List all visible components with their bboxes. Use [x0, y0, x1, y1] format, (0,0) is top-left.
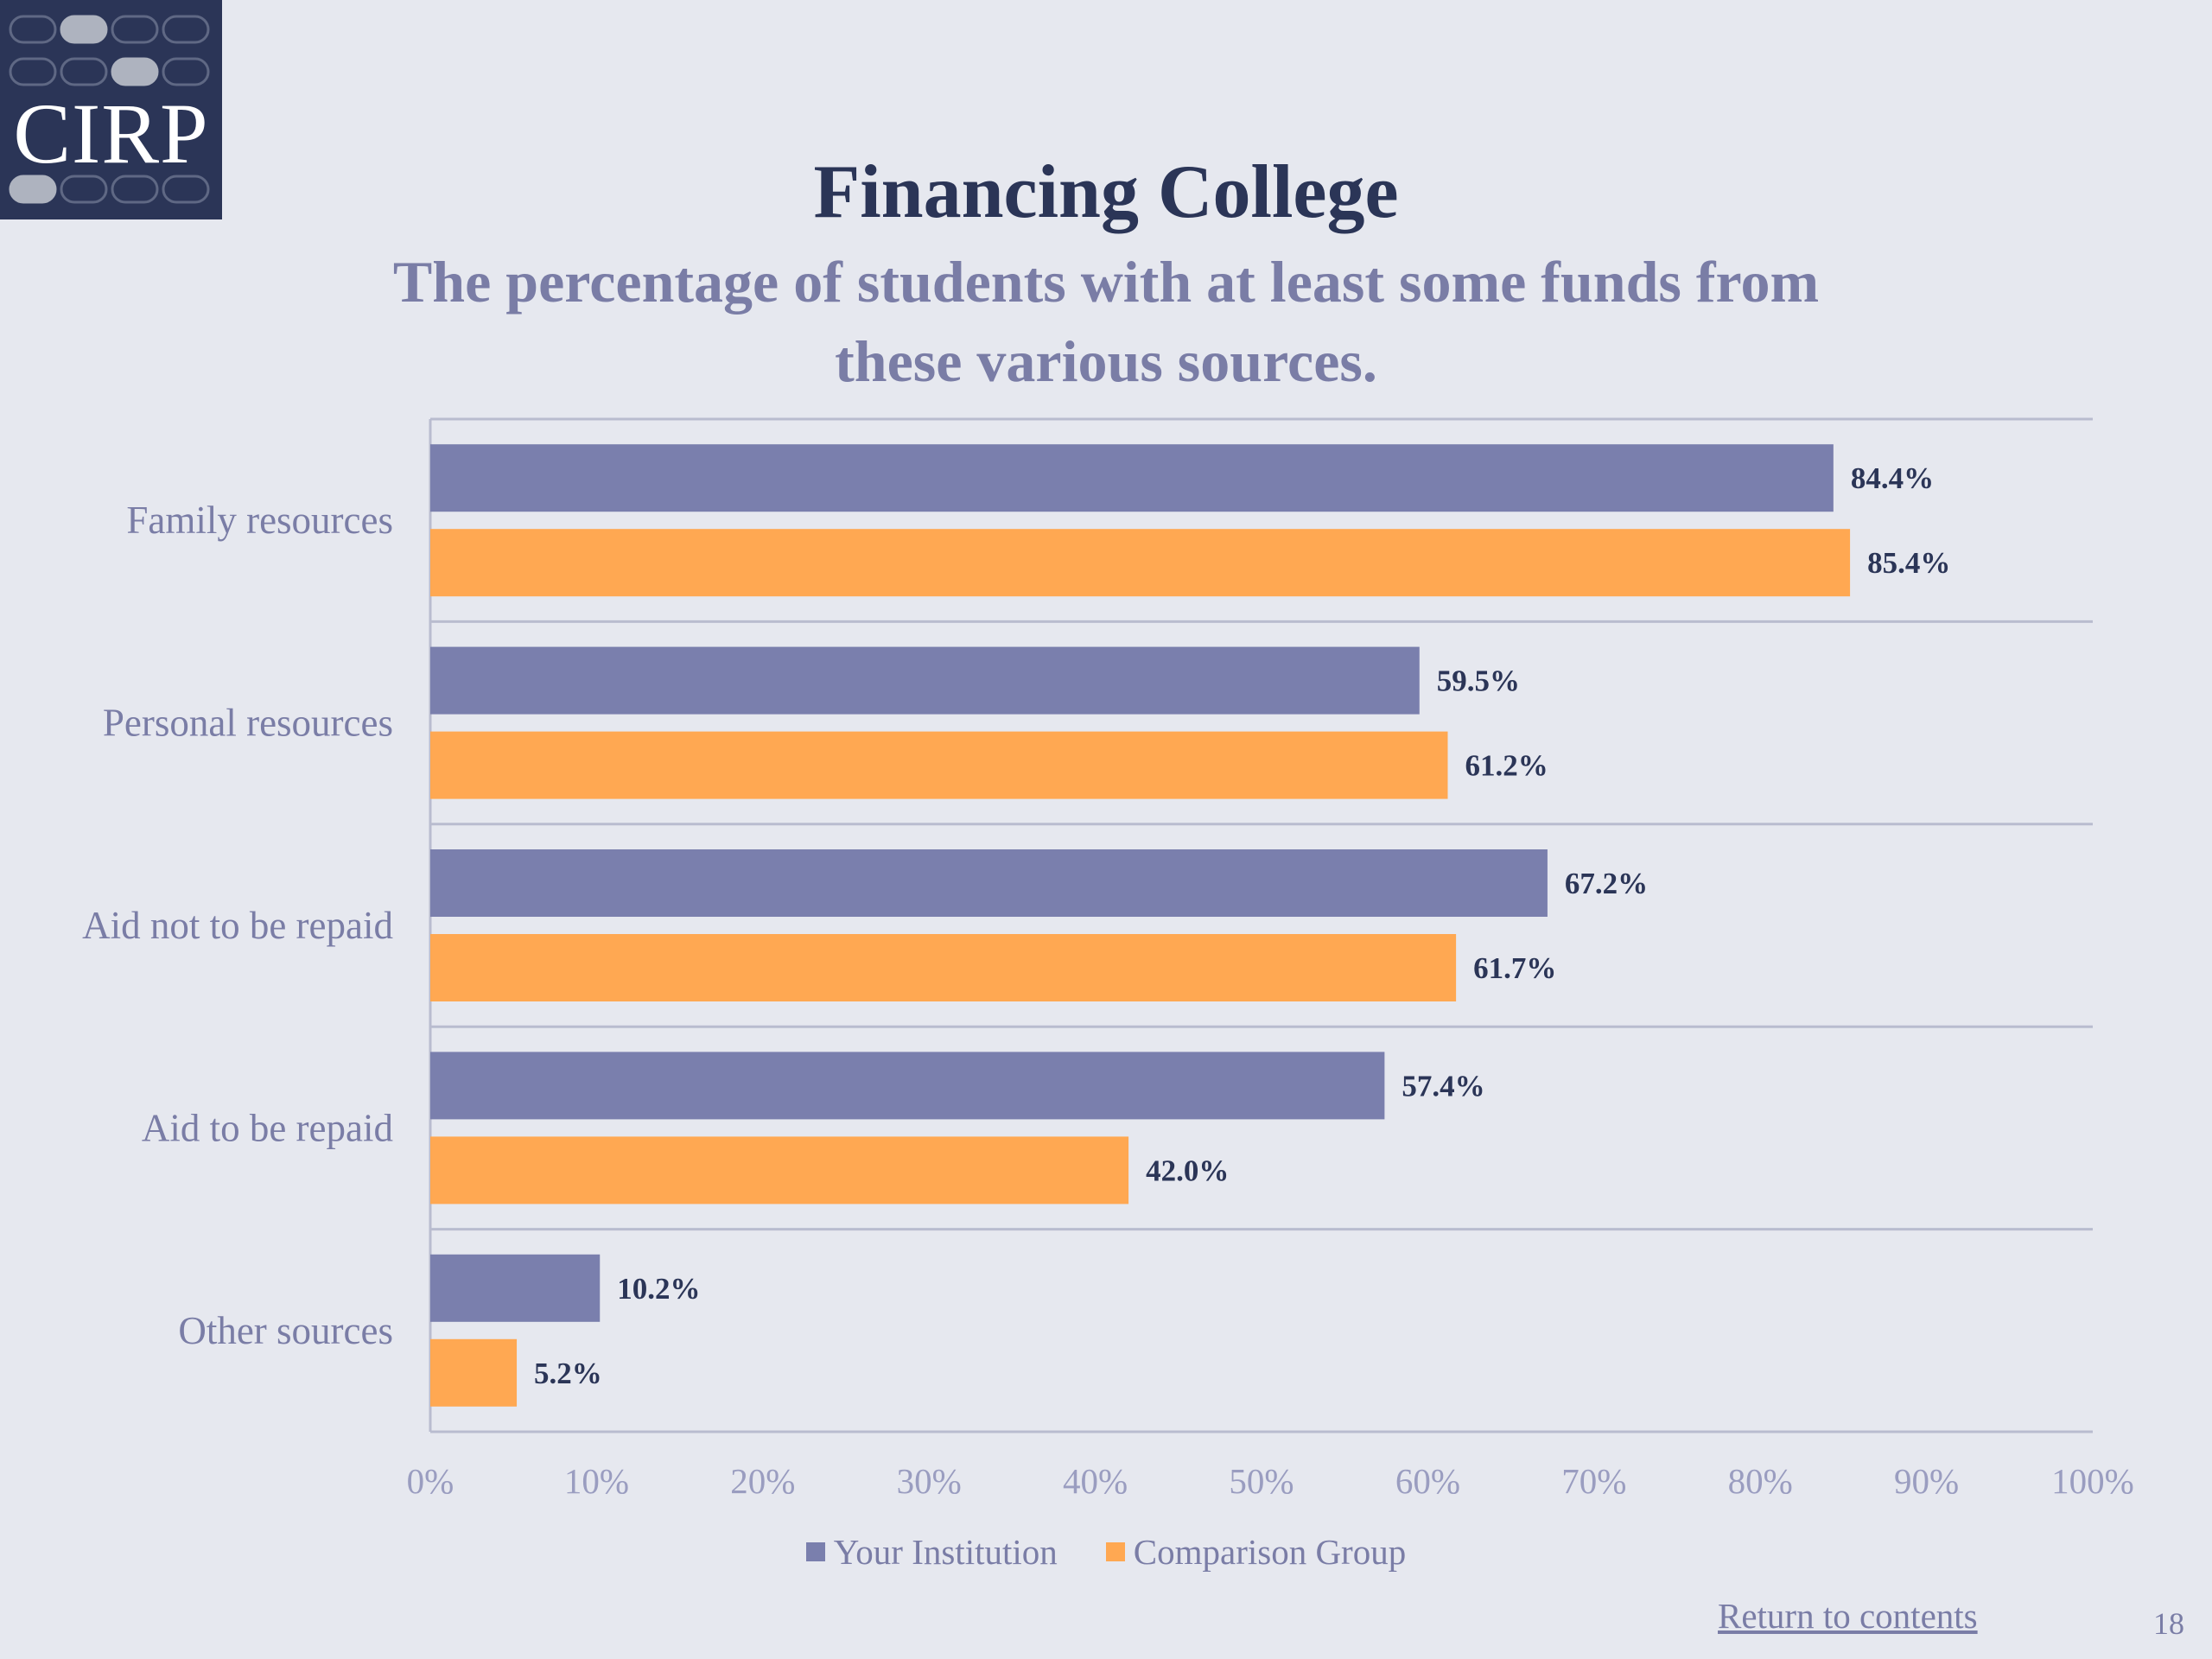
- x-tick-label: 20%: [730, 1461, 795, 1501]
- bar: [430, 849, 1548, 917]
- bar-chart: Family resources 84.4% 85.4% Personal resou…: [82, 417, 2134, 1501]
- bar: [430, 444, 1834, 512]
- page-title: Financing College: [813, 150, 1399, 234]
- data-label: 84.4%: [1851, 461, 1934, 495]
- bar: [430, 529, 1851, 597]
- data-label: 85.4%: [1867, 546, 1950, 580]
- category-label: Other sources: [178, 1309, 393, 1352]
- logo-pattern-icon: [9, 15, 210, 204]
- logo-pill: [111, 57, 159, 86]
- x-tick-label: 70%: [1561, 1461, 1626, 1501]
- legend-label-comparison-group: Comparison Group: [1133, 1532, 1407, 1572]
- legend-item-comparison-group: Comparison Group: [1105, 1531, 1407, 1573]
- logo-pill: [111, 175, 159, 204]
- logo-pill: [9, 57, 57, 86]
- logo-pill: [9, 15, 57, 44]
- logo-pill: [162, 15, 210, 44]
- data-label: 57.4%: [1402, 1069, 1484, 1103]
- data-label: 61.7%: [1473, 951, 1556, 985]
- legend-item-your-institution: Your Institution: [805, 1531, 1058, 1573]
- bar: [430, 646, 1420, 715]
- data-label: 67.2%: [1565, 867, 1648, 900]
- data-label: 10.2%: [617, 1272, 700, 1306]
- legend-label-your-institution: Your Institution: [833, 1532, 1058, 1572]
- bar: [430, 1254, 601, 1322]
- logo-pill: [162, 175, 210, 204]
- logo-pill: [60, 175, 108, 204]
- cirp-logo: CIRP: [0, 0, 222, 219]
- bar: [430, 1338, 518, 1407]
- bar: [430, 1052, 1385, 1120]
- x-tick-label: 60%: [1395, 1461, 1460, 1501]
- x-tick-label: 30%: [897, 1461, 962, 1501]
- category-label: Aid to be repaid: [142, 1106, 393, 1149]
- legend-swatch-comparison-group: [1105, 1542, 1125, 1561]
- data-label: 42.0%: [1146, 1154, 1229, 1187]
- page-number: 18: [2153, 1606, 2184, 1641]
- bar: [430, 934, 1457, 1001]
- category-label: Aid not to be repaid: [82, 904, 393, 947]
- logo-pill: [111, 15, 159, 44]
- logo-pill: [9, 175, 57, 204]
- x-tick-label: 0%: [407, 1461, 454, 1501]
- logo-pill: [60, 57, 108, 86]
- x-tick-label: 40%: [1063, 1461, 1128, 1501]
- return-to-contents-link[interactable]: Return to contents: [1718, 1596, 1978, 1636]
- page-subtitle: The percentage of students with at least…: [392, 249, 1820, 394]
- x-tick-label: 50%: [1229, 1461, 1294, 1501]
- x-tick-label: 10%: [564, 1461, 629, 1501]
- logo-text: CIRP: [13, 86, 209, 181]
- category-label: Personal resources: [103, 702, 393, 745]
- data-label: 59.5%: [1437, 664, 1520, 698]
- legend-swatch-your-institution: [805, 1542, 825, 1561]
- chart-legend: Your Institution Comparison Group: [0, 1531, 2212, 1573]
- bar: [430, 731, 1448, 799]
- x-tick-label: 80%: [1728, 1461, 1793, 1501]
- logo-pill: [60, 15, 108, 44]
- x-tick-label: 90%: [1894, 1461, 1959, 1501]
- category-label: Family resources: [126, 499, 393, 542]
- x-tick-label: 100%: [2051, 1461, 2134, 1501]
- data-label: 61.2%: [1465, 749, 1548, 783]
- bar: [430, 1136, 1129, 1205]
- data-label: 5.2%: [534, 1357, 602, 1390]
- logo-pill: [162, 57, 210, 86]
